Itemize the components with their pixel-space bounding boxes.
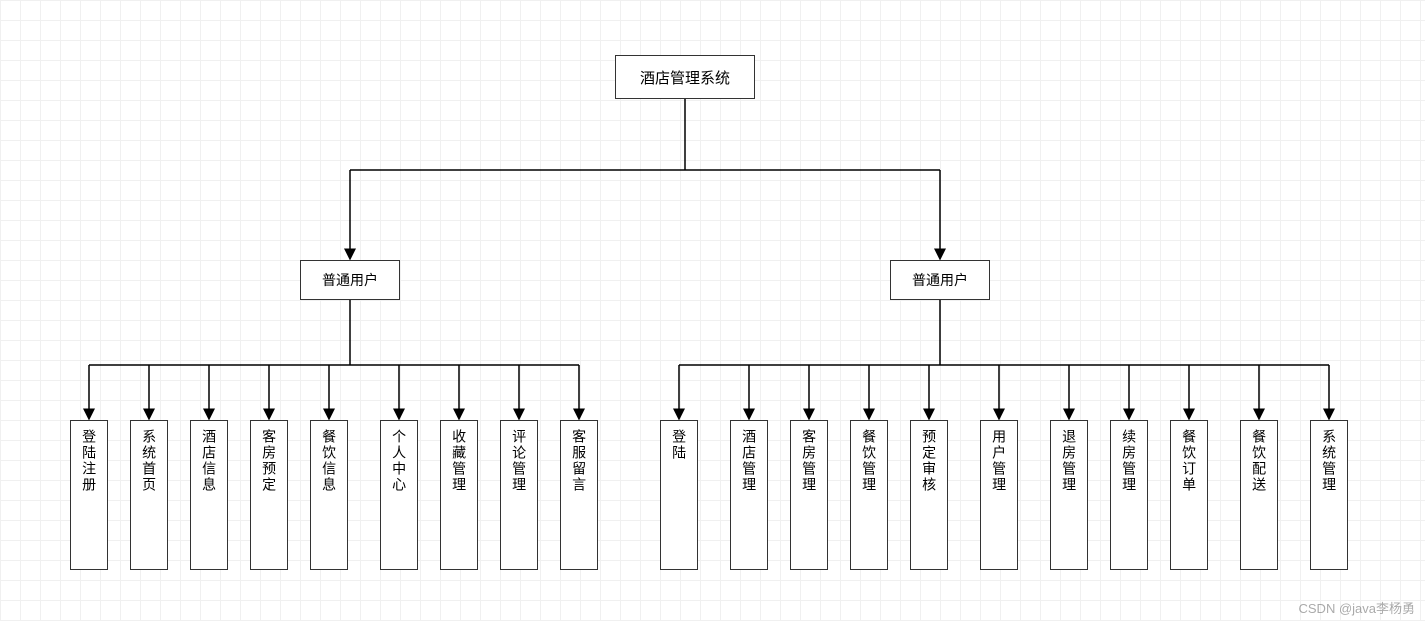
- leaf-right-9: 餐饮配送: [1240, 420, 1278, 570]
- mid-node-0: 普通用户: [300, 260, 400, 300]
- leaf-right-8: 餐饮订单: [1170, 420, 1208, 570]
- mid-node-1: 普通用户: [890, 260, 990, 300]
- leaf-left-7: 评论管理: [500, 420, 538, 570]
- leaf-left-8: 客服留言: [560, 420, 598, 570]
- leaf-left-6: 收藏管理: [440, 420, 478, 570]
- leaf-right-4: 预定审核: [910, 420, 948, 570]
- leaf-right-1: 酒店管理: [730, 420, 768, 570]
- watermark: CSDN @java李杨勇: [1299, 598, 1416, 617]
- leaf-left-0: 登陆注册: [70, 420, 108, 570]
- leaf-left-1: 系统首页: [130, 420, 168, 570]
- leaf-right-3: 餐饮管理: [850, 420, 888, 570]
- leaf-right-7: 续房管理: [1110, 420, 1148, 570]
- leaf-right-10: 系统管理: [1310, 420, 1348, 570]
- leaf-right-6: 退房管理: [1050, 420, 1088, 570]
- leaf-left-3: 客房预定: [250, 420, 288, 570]
- leaf-right-5: 用户管理: [980, 420, 1018, 570]
- leaf-left-5: 个人中心: [380, 420, 418, 570]
- leaf-right-0: 登陆: [660, 420, 698, 570]
- leaf-right-2: 客房管理: [790, 420, 828, 570]
- root-node: 酒店管理系统: [615, 55, 755, 99]
- leaf-left-2: 酒店信息: [190, 420, 228, 570]
- leaf-left-4: 餐饮信息: [310, 420, 348, 570]
